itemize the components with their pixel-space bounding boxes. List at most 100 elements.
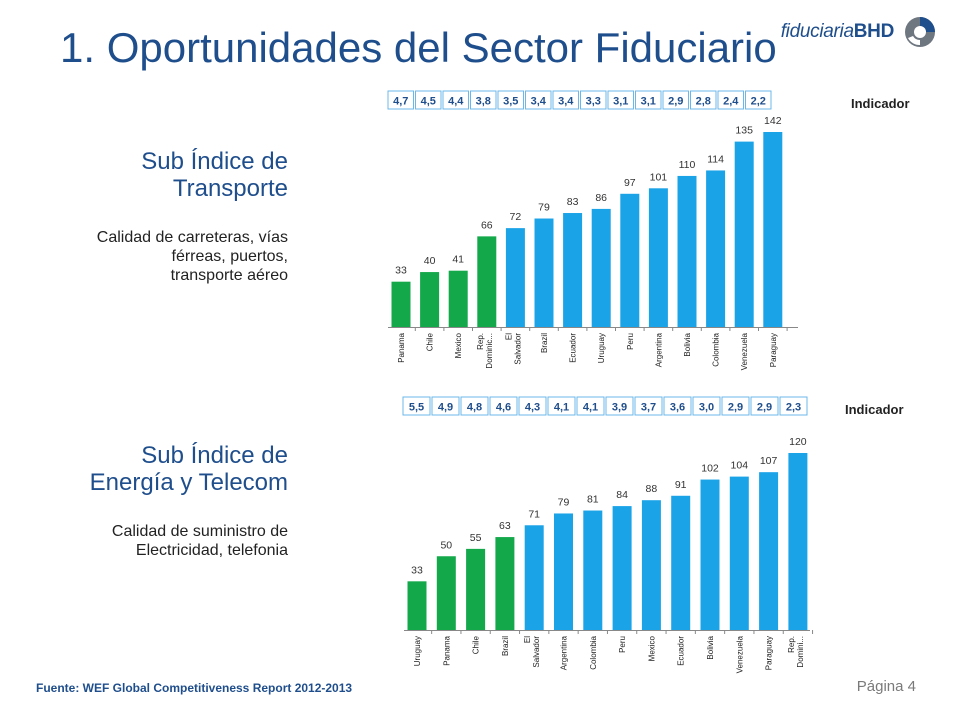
energy-category-label: Venezuela (735, 635, 744, 673)
transport-data-label: 135 (735, 125, 753, 137)
transport-category-label: Peru (626, 333, 635, 350)
page-title: 1. Oportunidades del Sector Fiduciario (60, 24, 777, 71)
transport-bar (534, 218, 554, 327)
transport-indicator-box (607, 90, 634, 110)
energy-bar (436, 556, 456, 630)
energy-data-label: 91 (675, 479, 687, 491)
energy-category-label: Colombia (589, 635, 598, 669)
section-desc-transport: Calidad de carreteras, vías férreas, pue… (96, 229, 288, 284)
energy-indicator-value: 4,9 (438, 402, 453, 414)
energy-category-label: Ecuador (677, 636, 686, 666)
energy-data-label: 71 (528, 508, 540, 520)
energy-indicator-box (431, 396, 460, 416)
transport-data-label: 41 (452, 254, 464, 266)
transport-indicator-value: 2,2 (751, 96, 766, 108)
energy-indicator-box (634, 396, 663, 416)
transport-data-label: 79 (538, 202, 550, 214)
energy-indicator-box (489, 396, 518, 416)
energy-bar (788, 453, 808, 630)
transport-indicator-value: 3,4 (531, 96, 547, 108)
transport-category-label: Bolivia (683, 332, 692, 356)
transport-data-label: 40 (424, 255, 436, 267)
energy-indicator-box (576, 396, 605, 416)
transport-data-label: 66 (481, 219, 493, 231)
transport-data-label: 142 (764, 115, 782, 127)
energy-bar (671, 495, 691, 630)
energy-indicator-value: 4,1 (554, 402, 569, 414)
energy-indicator-box (779, 396, 808, 416)
energy-indicator-box (750, 396, 779, 416)
transport-indicator-value: 3,4 (558, 96, 574, 108)
transport-bar (620, 193, 640, 327)
energy-indicator-value: 3,6 (670, 402, 685, 414)
transport-category-label: Paraguay (769, 333, 778, 367)
energy-bar (554, 513, 573, 630)
transport-indicator-box (635, 90, 662, 110)
transport-indicator-value: 3,5 (503, 96, 518, 108)
transport-data-label: 101 (650, 171, 668, 183)
transport-bar (448, 270, 468, 327)
energy-bar (700, 479, 720, 630)
energy-category-label: Panama (442, 635, 451, 665)
section-title-energy: Sub Índice de Energía y Telecom (89, 442, 288, 496)
energy-category-label: Mexico (647, 635, 656, 661)
energy-data-label: 33 (411, 564, 423, 576)
energy-bar (495, 537, 515, 630)
energy-indicator-value: 3,9 (612, 402, 627, 414)
energy-bar (524, 525, 544, 630)
energy-category-label: Peru (618, 636, 627, 653)
transport-data-label: 72 (510, 211, 522, 223)
energy-indicator-value: 2,9 (757, 402, 772, 414)
energy-indicator-box (402, 396, 431, 416)
section-desc-energy: Calidad de suministro de Electricidad, t… (111, 523, 288, 559)
energy-data-label: 104 (731, 460, 749, 472)
energy-indicator-value: 4,1 (583, 402, 598, 414)
transport-indicator-box (662, 90, 689, 110)
energy-bar (729, 476, 749, 630)
energy-category-label: ElSalvador (523, 636, 541, 668)
transport-indicator-value: 4,4 (448, 96, 464, 108)
energy-category-label: Uruguay (413, 636, 422, 666)
energy-bar (466, 548, 486, 630)
section-title-transport: Sub Índice de Transporte (141, 148, 288, 202)
transport-indicator-value: 3,8 (476, 96, 491, 108)
energy-data-label: 102 (701, 463, 719, 475)
footer-source: Fuente: WEF Global Competitiveness Repor… (36, 681, 353, 695)
energy-indicator-box (547, 396, 576, 416)
energy-data-label: 63 (499, 520, 511, 532)
transport-indicator-value: 4,5 (421, 96, 436, 108)
transport-data-label: 86 (595, 192, 607, 204)
energy-indicator-value: 3,7 (641, 402, 656, 414)
energy-data-label: 50 (440, 539, 452, 551)
transport-category-label: Rep.Dominic... (476, 333, 494, 369)
energy-bar (407, 581, 427, 630)
transport-data-label: 110 (679, 159, 696, 171)
energy-data-label: 84 (616, 489, 628, 501)
transport-indicator-box (745, 90, 772, 110)
energy-data-label: 55 (470, 532, 482, 544)
transport-category-label: Ecuador (569, 333, 578, 363)
energy-data-label: 120 (789, 436, 807, 448)
energy-category-label: Paraguay (765, 636, 774, 670)
energy-data-label: 81 (587, 494, 599, 506)
transport-category-label: Chile (426, 332, 435, 351)
transport-category-label: Panama (397, 332, 406, 362)
energy-indicator-value: 4,6 (496, 402, 511, 414)
energy-indicator-value: 2,9 (728, 402, 743, 414)
energy-indicator-value: 3,0 (699, 402, 714, 414)
transport-indicator-value: 2,8 (696, 96, 711, 108)
indicator-label-energy: Indicador (845, 402, 904, 417)
energy-indicator-box (460, 396, 489, 416)
transport-category-label: Venezuela (740, 332, 749, 370)
transport-bar (477, 236, 497, 327)
transport-indicator-value: 3,3 (586, 96, 601, 108)
transport-data-label: 83 (567, 196, 579, 208)
energy-data-label: 107 (760, 455, 778, 467)
transport-bar (763, 132, 783, 327)
transport-bar (420, 272, 440, 327)
energy-indicator-box (518, 396, 547, 416)
transport-indicator-box (525, 90, 552, 110)
transport-data-label: 33 (395, 265, 407, 277)
transport-category-label: Brazil (540, 333, 549, 353)
